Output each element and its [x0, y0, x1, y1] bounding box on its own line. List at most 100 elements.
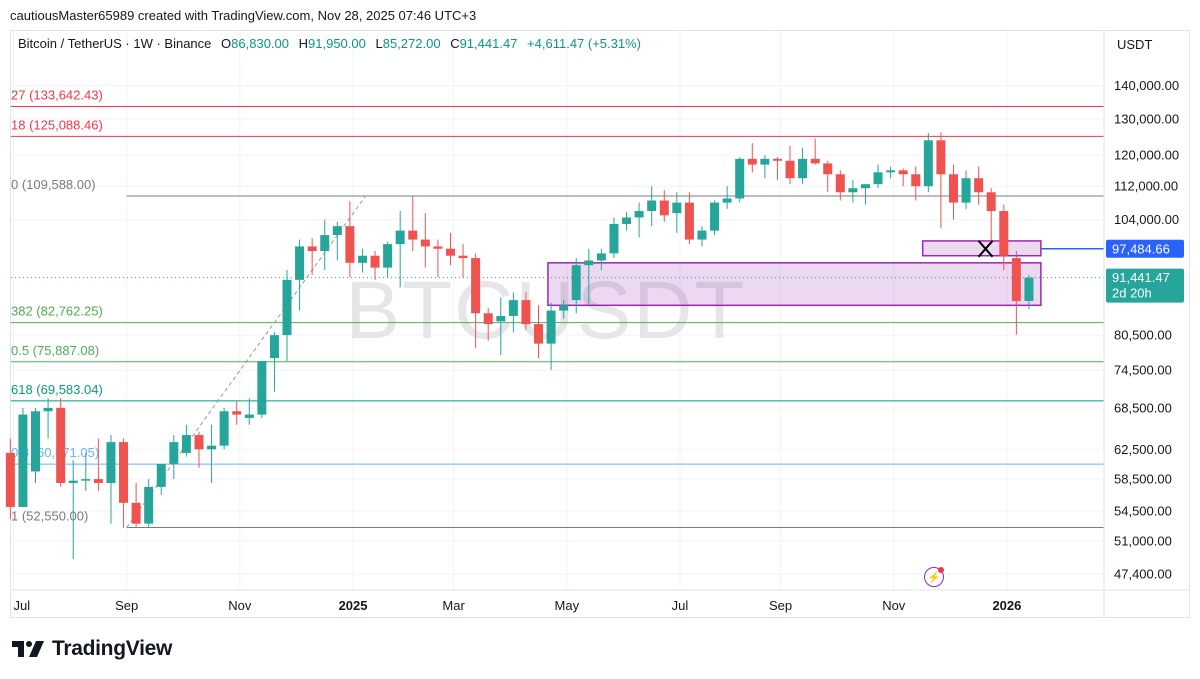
candle[interactable]	[898, 168, 908, 187]
candle[interactable]	[18, 407, 28, 507]
tradingview-logo[interactable]: TradingView	[12, 637, 172, 661]
candle[interactable]	[986, 188, 996, 245]
candle[interactable]	[747, 143, 757, 173]
candle[interactable]	[269, 332, 279, 392]
candle[interactable]	[911, 166, 921, 201]
candle[interactable]	[609, 217, 619, 259]
candle[interactable]	[974, 166, 984, 205]
candle[interactable]	[106, 435, 116, 524]
candle[interactable]	[873, 164, 883, 189]
candle-body	[483, 313, 493, 325]
candle-body	[823, 163, 833, 175]
candle[interactable]	[508, 292, 518, 333]
candle[interactable]	[999, 204, 1009, 271]
candle[interactable]	[56, 398, 66, 487]
fib-trend-line[interactable]	[126, 195, 367, 528]
candle[interactable]	[634, 202, 644, 238]
candle-body	[370, 255, 380, 268]
candle[interactable]	[395, 211, 405, 288]
candle[interactable]	[735, 156, 745, 203]
candle[interactable]	[5, 438, 15, 520]
time-tick-label: May	[555, 598, 580, 613]
candle[interactable]	[458, 244, 468, 278]
candle[interactable]	[697, 226, 707, 247]
candle[interactable]	[370, 251, 380, 280]
candle[interactable]	[282, 270, 292, 362]
candle[interactable]	[534, 305, 544, 359]
candle[interactable]	[207, 424, 217, 483]
candle[interactable]	[332, 221, 342, 261]
candle[interactable]	[345, 201, 355, 278]
current-price-badge[interactable]	[1106, 268, 1184, 303]
candle[interactable]	[320, 219, 330, 271]
candle[interactable]	[760, 155, 770, 179]
candle[interactable]	[521, 292, 531, 330]
candle[interactable]	[948, 164, 958, 220]
candle[interactable]	[1024, 275, 1034, 310]
candle[interactable]	[772, 156, 782, 181]
candle[interactable]	[93, 438, 103, 491]
candle[interactable]	[307, 238, 317, 275]
overlay-layer	[977, 240, 994, 258]
candle[interactable]	[232, 401, 242, 425]
candle[interactable]	[798, 147, 808, 185]
candle[interactable]	[596, 248, 606, 271]
candle[interactable]	[571, 258, 581, 314]
candle[interactable]	[886, 166, 896, 179]
marker-price-badge[interactable]	[1106, 239, 1184, 258]
candle[interactable]	[684, 192, 694, 245]
candle[interactable]	[144, 479, 154, 528]
candle[interactable]	[559, 300, 569, 319]
candle[interactable]	[710, 200, 720, 236]
candle[interactable]	[408, 196, 418, 252]
candle[interactable]	[169, 435, 179, 480]
candle[interactable]	[257, 361, 267, 418]
candle[interactable]	[936, 132, 946, 229]
candle[interactable]	[68, 460, 78, 560]
candle[interactable]	[471, 253, 481, 349]
candle-body	[244, 414, 254, 418]
candle[interactable]	[244, 398, 254, 425]
candle[interactable]	[659, 190, 669, 222]
candle[interactable]	[584, 248, 594, 306]
candle[interactable]	[622, 211, 632, 231]
candle[interactable]	[483, 307, 493, 341]
candle[interactable]	[383, 241, 393, 278]
candle[interactable]	[43, 398, 53, 439]
candle[interactable]	[357, 248, 367, 273]
candle[interactable]	[445, 232, 455, 266]
candle[interactable]	[672, 192, 682, 233]
candle[interactable]	[295, 239, 305, 311]
candle[interactable]	[835, 170, 845, 201]
candle[interactable]	[219, 407, 229, 450]
candle[interactable]	[181, 424, 191, 457]
candle[interactable]	[194, 431, 204, 468]
support-zone-rect[interactable]	[547, 262, 1042, 307]
candle[interactable]	[496, 297, 506, 356]
candle[interactable]	[860, 184, 870, 205]
candle[interactable]	[848, 180, 858, 203]
candle[interactable]	[1011, 251, 1021, 335]
candle[interactable]	[131, 482, 141, 528]
candle[interactable]	[785, 145, 795, 185]
price-tick-label: 62,500.00	[1114, 442, 1172, 457]
x-mark-stroke[interactable]	[977, 240, 994, 258]
candle[interactable]	[961, 170, 971, 209]
candle[interactable]	[433, 239, 443, 278]
candle[interactable]	[647, 186, 657, 227]
candle[interactable]	[156, 463, 166, 495]
candle[interactable]	[546, 302, 556, 371]
symbol-name[interactable]: Bitcoin / TetherUS · 1W · Binance	[18, 36, 212, 51]
candle[interactable]	[810, 138, 820, 165]
currency-button[interactable]: USDT	[1117, 37, 1153, 52]
candle[interactable]	[119, 438, 129, 528]
candle[interactable]	[923, 133, 933, 193]
candle[interactable]	[31, 407, 41, 483]
candle[interactable]	[81, 452, 91, 491]
candle[interactable]	[420, 213, 430, 268]
candle[interactable]	[722, 186, 732, 209]
lightning-icon[interactable]: ⚡	[924, 567, 944, 587]
candle-body	[219, 411, 229, 446]
candle[interactable]	[823, 160, 833, 193]
